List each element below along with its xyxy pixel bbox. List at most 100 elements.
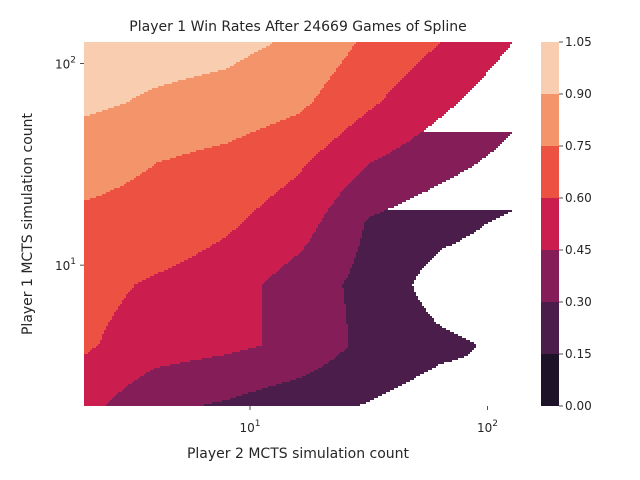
contour-cell: [324, 216, 370, 218]
contour-cell: [142, 280, 266, 282]
contour-cell: [328, 362, 444, 364]
contour-cell: [324, 84, 396, 86]
contour-cell: [316, 96, 386, 98]
contour-cell: [96, 346, 256, 348]
contour-cell: [172, 266, 282, 268]
contour-cell: [282, 382, 406, 384]
contour-cell: [280, 120, 356, 122]
contour-cell: [302, 170, 362, 172]
contour-cell: [84, 376, 140, 378]
contour-cell: [344, 350, 472, 352]
contour-cell: [134, 284, 262, 286]
contour-cell: [304, 246, 358, 248]
contour-cell: [370, 162, 478, 164]
contour-cell: [114, 312, 262, 314]
contour-cell: [84, 78, 186, 80]
contour-cell: [348, 344, 476, 346]
contour-cell: [290, 260, 354, 262]
contour-cell: [362, 236, 466, 238]
contour-cell: [396, 148, 496, 150]
contour-cell: [358, 174, 458, 176]
contour-cell: [248, 56, 346, 58]
contour-cell: [400, 146, 498, 148]
contour-cell: [276, 122, 354, 124]
contour-cell: [84, 102, 126, 104]
contour-cell: [84, 164, 154, 166]
contour-cell: [222, 238, 310, 240]
contour-cell: [262, 314, 346, 316]
contour-cell: [132, 288, 262, 290]
contour-cell: [360, 240, 460, 242]
contour-cell: [346, 314, 430, 316]
contour-cell: [232, 352, 340, 354]
contour-cell: [84, 272, 158, 274]
contour-cell: [350, 268, 422, 270]
contour-cell: [204, 404, 360, 406]
contour-cell: [350, 272, 420, 274]
contour-cell: [162, 160, 310, 162]
contour-cell: [106, 192, 276, 194]
contour-cell: [292, 258, 354, 260]
contour-cell: [302, 110, 368, 112]
contour-cell: [248, 392, 386, 394]
contour-cell: [222, 400, 370, 402]
contour-cell: [84, 288, 132, 290]
contour-cell: [388, 92, 468, 94]
contour-cell: [320, 90, 390, 92]
contour-cell: [262, 340, 348, 342]
contour-cell: [84, 382, 132, 384]
contour-cell: [106, 326, 262, 328]
contour-cell: [84, 142, 228, 144]
contour-cell: [354, 178, 450, 180]
contour-cell: [126, 182, 288, 184]
contour-cell: [84, 196, 96, 198]
x-tick-label: 101: [240, 419, 261, 435]
contour-cell: [100, 340, 262, 342]
contour-cell: [344, 302, 422, 304]
contour-cell: [84, 96, 136, 98]
contour-cell: [420, 60, 498, 62]
contour-cell: [262, 290, 344, 292]
contour-cell: [328, 208, 388, 210]
contour-cell: [84, 74, 202, 76]
contour-cell: [346, 316, 432, 318]
contour-cell: [176, 264, 284, 266]
contour-cell: [102, 338, 262, 340]
contour-cell: [110, 400, 222, 402]
contour-cell: [346, 312, 428, 314]
contour-cell: [84, 138, 236, 140]
contour-cell: [84, 242, 216, 244]
contour-cell: [84, 276, 150, 278]
contour-cell: [84, 386, 126, 388]
contour-cell: [84, 52, 254, 54]
contour-cell: [346, 186, 434, 188]
contour-cell: [348, 334, 458, 336]
contour-cell: [144, 92, 320, 94]
contour-cell: [342, 62, 418, 64]
contour-cell: [262, 284, 342, 286]
contour-cell: [366, 112, 446, 114]
contour-cell: [84, 214, 250, 216]
contour-cell: [284, 186, 346, 188]
contour-cell: [84, 282, 138, 284]
contour-cell: [346, 310, 426, 312]
contour-cell: [108, 402, 212, 404]
contour-cell: [114, 106, 306, 108]
contour-cell: [228, 142, 330, 144]
contour-cell: [84, 58, 244, 60]
contour-cell: [262, 326, 348, 328]
contour-cell: [84, 168, 148, 170]
contour-cell: [240, 60, 342, 62]
contour-cell: [190, 152, 318, 154]
contour-cell: [338, 136, 414, 138]
contour-cell: [334, 358, 458, 360]
contour-cell: [158, 272, 276, 274]
contour-cell: [272, 42, 356, 44]
contour-cell: [84, 236, 226, 238]
contour-cell: [230, 398, 374, 400]
contour-cell: [262, 306, 346, 308]
contour-cell: [336, 356, 464, 358]
contour-cell: [180, 262, 288, 264]
contour-cell: [204, 148, 324, 150]
contour-cell: [234, 64, 340, 66]
